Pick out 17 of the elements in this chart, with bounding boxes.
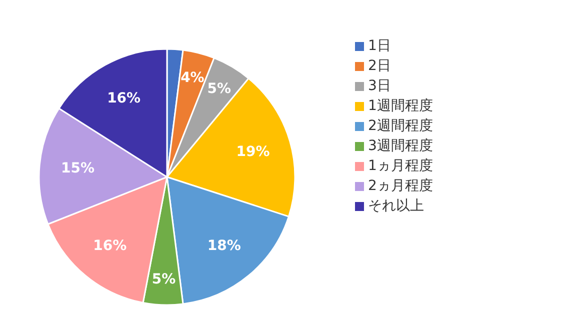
legend-label: 1日	[368, 38, 391, 54]
legend-label: 3週間程度	[368, 138, 433, 154]
legend-label: 3日	[368, 78, 391, 94]
data-label: 4%	[180, 70, 204, 86]
legend-label: 2日	[368, 58, 391, 74]
legend-label: 2ヵ月程度	[368, 178, 433, 194]
legend-label: 2週間程度	[368, 118, 433, 134]
data-label: 16%	[107, 90, 141, 106]
legend-label: それ以上	[368, 198, 424, 214]
legend-label: 1週間程度	[368, 98, 433, 114]
data-label: 5%	[152, 271, 176, 288]
data-label: 16%	[93, 238, 127, 254]
legend-label: 1ヵ月程度	[368, 158, 433, 174]
data-label: 18%	[207, 238, 241, 254]
data-label: 5%	[207, 80, 232, 97]
data-label: 19%	[236, 144, 270, 160]
data-label: 15%	[61, 160, 95, 177]
